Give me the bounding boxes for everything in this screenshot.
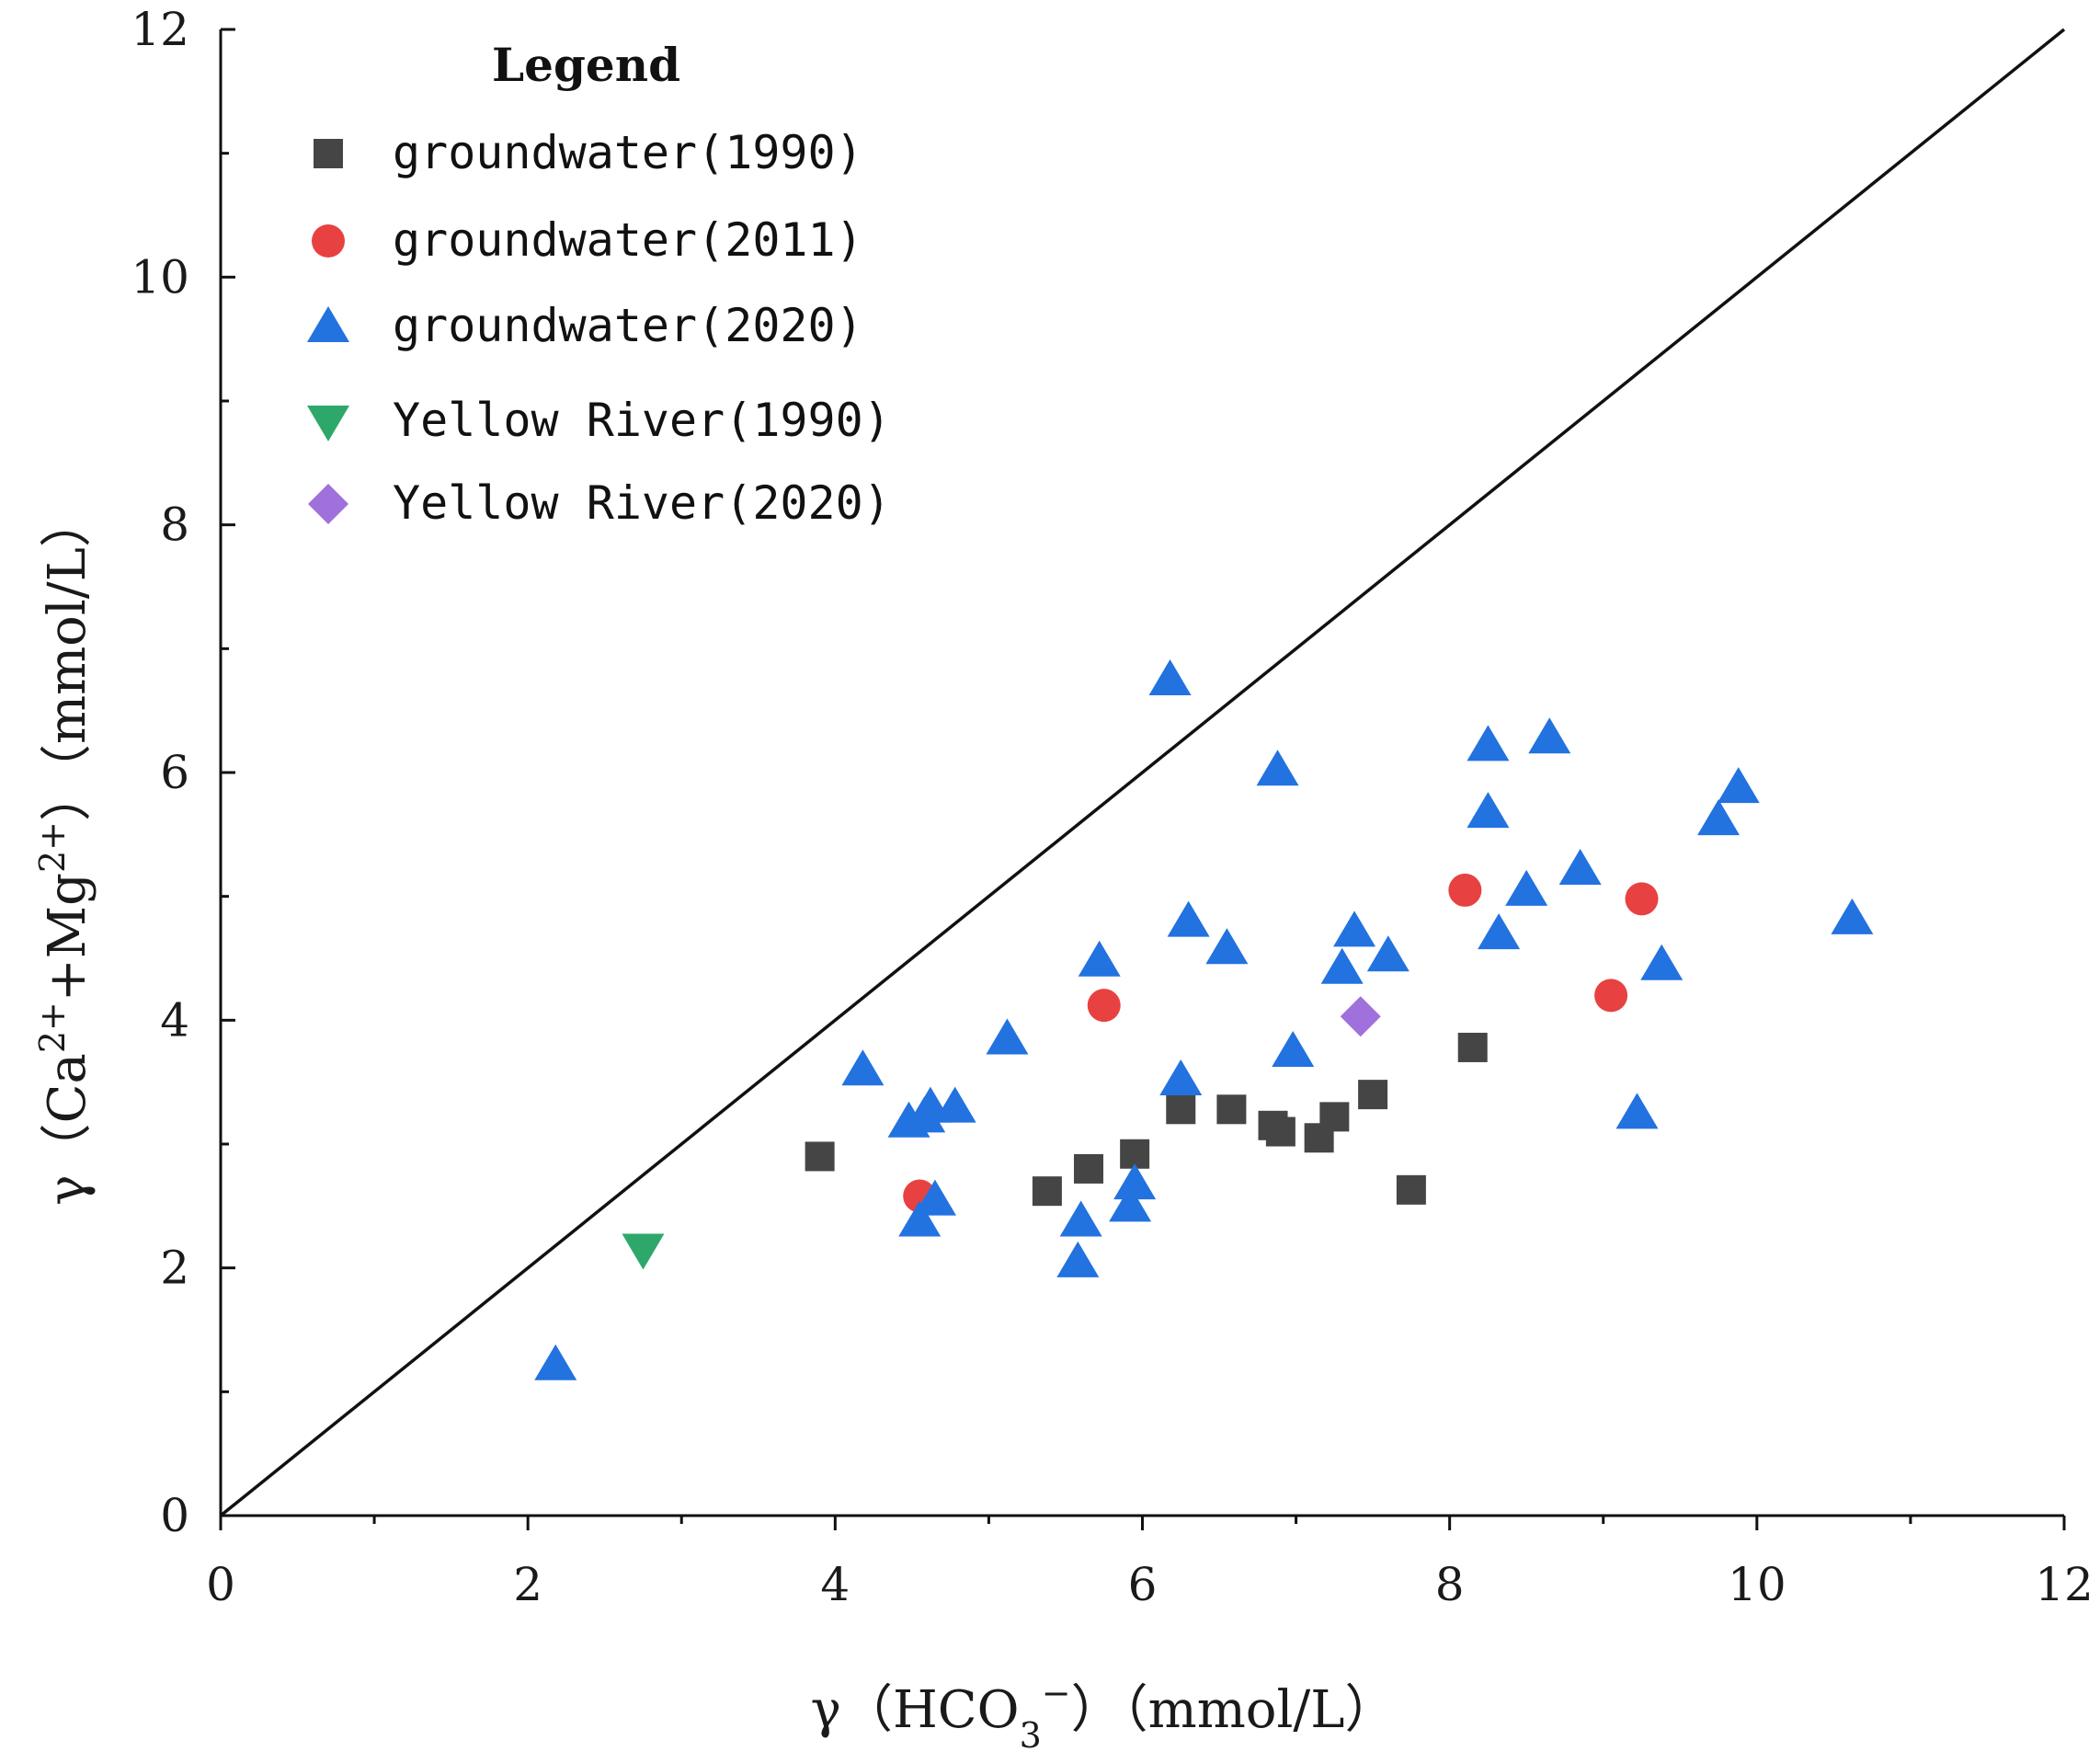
data-point — [1059, 1200, 1102, 1237]
data-point — [1717, 767, 1760, 804]
data-point — [1558, 849, 1602, 886]
data-point — [1594, 979, 1628, 1013]
data-point — [1625, 882, 1659, 916]
data-point — [1697, 799, 1740, 836]
x-tick-label: 0 — [206, 1558, 235, 1611]
data-point — [1640, 944, 1683, 980]
data-point — [841, 1049, 885, 1086]
y-tick-label: 2 — [160, 1242, 189, 1295]
data-point — [1087, 989, 1121, 1023]
y-tick-label: 6 — [160, 746, 189, 799]
legend-marker — [312, 224, 345, 258]
legend-marker — [307, 306, 349, 342]
data-point — [622, 1233, 665, 1270]
data-point — [1167, 900, 1210, 937]
tick-labels: 0 2 4 6 8 10 12 0 2 4 6 8 10 12 — [131, 3, 2093, 1611]
data-point — [1396, 1174, 1426, 1205]
series-3 — [622, 1233, 665, 1270]
x-tick-label: 10 — [1728, 1558, 1786, 1611]
x-title-prefix: γ（HCO — [811, 1680, 1020, 1740]
x-tick-label: 2 — [513, 1558, 542, 1611]
y-title-prefix: γ（Ca — [38, 1053, 97, 1206]
data-point — [1505, 869, 1548, 906]
data-point — [1467, 792, 1510, 829]
data-point — [1032, 1176, 1062, 1207]
y-tick-label: 10 — [131, 250, 189, 303]
y-title-suffix: ）（mmol/L） — [38, 496, 97, 821]
data-point — [1448, 873, 1482, 907]
data-point — [1340, 996, 1381, 1037]
legend-label: groundwater(2011) — [393, 213, 863, 267]
data-point — [1056, 1241, 1100, 1277]
data-point — [1272, 1031, 1315, 1067]
data-point — [534, 1344, 577, 1380]
series-4 — [1340, 996, 1381, 1037]
data-point — [805, 1141, 835, 1172]
data-point — [1478, 913, 1521, 950]
data-point — [1467, 725, 1510, 761]
y-tick-label: 8 — [160, 498, 189, 552]
data-point — [1528, 717, 1571, 754]
x-title-superscript: − — [1042, 1673, 1071, 1713]
legend: Legend groundwater(1990) groundwater(2011… — [307, 38, 891, 530]
data-point — [898, 1200, 942, 1237]
data-points — [534, 659, 1874, 1380]
data-point — [1457, 1032, 1488, 1062]
reference-line-1-1 — [219, 28, 2066, 1517]
data-point — [933, 1086, 976, 1123]
data-point — [1074, 1153, 1104, 1184]
data-point — [1205, 928, 1249, 965]
axis-ticks — [219, 28, 2066, 1530]
data-point — [1358, 1080, 1388, 1110]
x-tick-label: 12 — [2035, 1558, 2094, 1611]
data-point — [986, 1018, 1029, 1055]
x-tick-label: 6 — [1128, 1558, 1158, 1611]
y-title-superscript-2: 2+ — [32, 821, 73, 873]
y-axis-title: γ（Ca2++Mg2+）（mmol/L） — [32, 496, 97, 1206]
data-point — [1078, 940, 1121, 977]
data-point — [1216, 1094, 1247, 1125]
data-point — [1113, 1163, 1157, 1200]
y-tick-label: 12 — [131, 3, 189, 56]
legend-marker — [314, 139, 343, 168]
x-axis-title: γ（HCO3−）（mmol/L） — [811, 1673, 1397, 1756]
legend-label: Yellow River(2020) — [393, 476, 891, 530]
data-point — [1256, 750, 1299, 786]
data-point — [1159, 1059, 1203, 1095]
data-point — [1366, 935, 1410, 972]
legend-marker — [308, 484, 348, 524]
legend-label: Yellow River(1990) — [393, 394, 891, 447]
y-title-mid: +Mg — [38, 873, 97, 1002]
x-title-suffix: ）（mmol/L） — [1071, 1680, 1397, 1740]
x-tick-label: 8 — [1435, 1558, 1465, 1611]
y-tick-label: 0 — [160, 1489, 189, 1542]
legend-label: groundwater(2020) — [393, 299, 863, 352]
x-tick-label: 4 — [820, 1558, 850, 1611]
x-title-subscript: 3 — [1020, 1715, 1042, 1756]
y-title-superscript-1: 2+ — [32, 1002, 73, 1053]
data-point — [913, 1179, 956, 1216]
series-2 — [534, 659, 1874, 1380]
data-point — [1166, 1094, 1196, 1125]
data-point — [1265, 1116, 1295, 1147]
legend-marker — [307, 406, 349, 441]
data-point — [1109, 1185, 1152, 1222]
series-1 — [903, 873, 1659, 1213]
legend-label: groundwater(1990) — [393, 126, 863, 179]
y-tick-label: 4 — [160, 993, 189, 1047]
data-point — [1831, 898, 1874, 934]
data-point — [1615, 1093, 1659, 1129]
data-point — [1320, 947, 1364, 984]
data-point — [1333, 910, 1376, 947]
data-point — [1148, 659, 1192, 695]
series-0 — [805, 1032, 1488, 1207]
data-point — [1319, 1102, 1350, 1132]
legend-title: Legend — [492, 38, 680, 92]
